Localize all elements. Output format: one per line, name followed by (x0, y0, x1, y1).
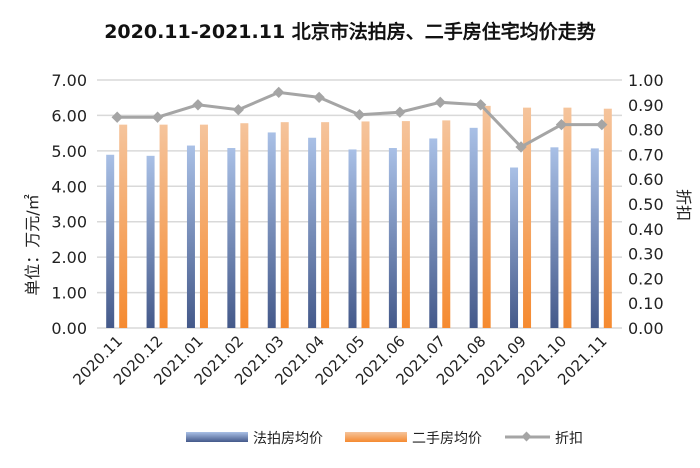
bar-resale-2021.11 (603, 108, 612, 328)
bar-resale-2021.04 (321, 122, 330, 328)
discount-point-2021.03 (273, 86, 285, 99)
legend-swatch-resale (345, 432, 407, 442)
bar-auction-2021.06 (388, 148, 397, 328)
chart-title: 2020.11-2021.11 北京市法拍房、二手房住宅均价走势 (104, 20, 596, 43)
bar-resale-2021.05 (361, 121, 370, 328)
discount-point-2020.11 (111, 111, 123, 123)
legend-swatch-auction (186, 432, 248, 442)
bar-auction-2021.01 (186, 145, 195, 328)
bar-auction-2021.03 (267, 132, 276, 328)
y2-tick-label: 1.00 (628, 71, 664, 90)
y2-tick-label: 0.90 (628, 96, 664, 115)
y-tick-label: 3.00 (51, 213, 87, 232)
discount-point-2020.12 (151, 111, 164, 123)
discount-point-2021.06 (394, 106, 406, 118)
y2-axis-label: 折扣 (674, 189, 693, 221)
y-tick-label: 2.00 (51, 248, 87, 267)
y2-tick-label: 0.40 (628, 220, 664, 239)
bar-resale-2021.08 (482, 105, 491, 328)
legend-marker-discount (521, 431, 532, 442)
y2-tick-label: 0.70 (628, 145, 664, 164)
bar-resale-2021.02 (240, 123, 249, 328)
y-tick-label: 4.00 (51, 177, 87, 196)
y-tick-label: 1.00 (51, 284, 87, 303)
bar-resale-2020.12 (159, 124, 168, 328)
legend-label-resale: 二手房均价 (412, 431, 482, 447)
bar-auction-2020.12 (146, 155, 155, 328)
y2-tick-label: 0.10 (628, 294, 664, 313)
bar-auction-2021.02 (227, 148, 236, 328)
legend-label-auction: 法拍房均价 (253, 431, 323, 447)
discount-point-2021.09 (515, 141, 527, 153)
y-tick-label: 7.00 (51, 71, 87, 90)
y2-tick-label: 0.30 (628, 245, 664, 264)
bar-auction-2021.11 (590, 148, 599, 328)
y2-tick-label: 0.20 (628, 269, 664, 288)
bar-resale-2021.03 (280, 122, 289, 328)
discount-point-2021.04 (313, 91, 325, 104)
y-tick-label: 5.00 (51, 142, 87, 161)
bar-auction-2020.11 (106, 154, 115, 328)
bar-resale-2021.09 (523, 107, 532, 329)
discount-point-2021.05 (353, 109, 366, 121)
bar-auction-2021.10 (550, 147, 559, 328)
y-axis-label: 单位：万元/㎡ (23, 194, 42, 295)
discount-point-2021.01 (192, 99, 204, 111)
bar-auction-2021.04 (308, 137, 317, 328)
y-tick-label: 6.00 (51, 106, 87, 125)
discount-point-2021.02 (232, 104, 245, 116)
bar-auction-2021.07 (429, 138, 438, 328)
bar-resale-2021.10 (563, 107, 572, 329)
bar-resale-2021.07 (442, 120, 451, 328)
bar-resale-2021.01 (199, 124, 208, 328)
bar-resale-2020.11 (119, 124, 128, 328)
bar-resale-2021.06 (401, 121, 410, 329)
bar-auction-2021.09 (510, 167, 519, 328)
bar-auction-2021.08 (469, 127, 478, 328)
discount-point-2021.07 (434, 96, 446, 108)
y2-tick-label: 0.60 (628, 170, 664, 189)
y2-tick-label: 0.50 (628, 195, 664, 214)
y2-tick-label: 0.00 (628, 319, 664, 338)
y-tick-label: 0.00 (51, 319, 87, 338)
legend: 法拍房均价 二手房均价 折扣 (186, 431, 583, 447)
legend-label-discount: 折扣 (555, 431, 583, 447)
bar-auction-2021.05 (348, 149, 357, 328)
y2-tick-label: 0.80 (628, 121, 664, 140)
